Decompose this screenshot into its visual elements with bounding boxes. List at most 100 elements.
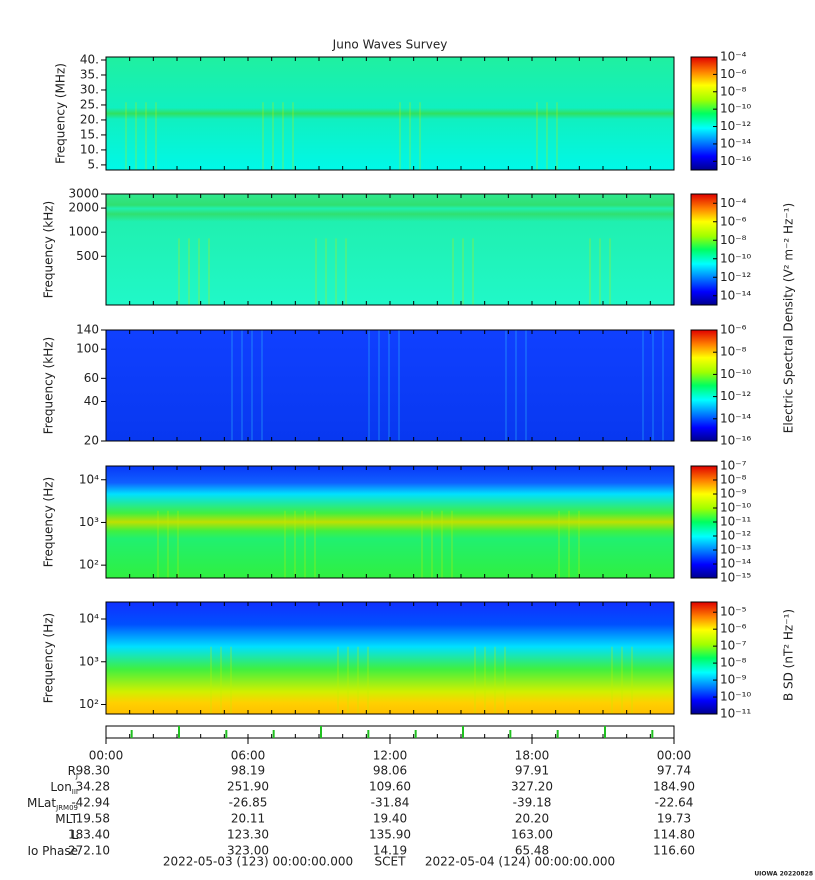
ephemeris-value: 97.91 bbox=[515, 764, 549, 778]
spectrogram-image bbox=[106, 194, 674, 305]
colorbar-tick-label: 10⁻¹⁰ bbox=[720, 690, 751, 704]
ephemeris-value: 65.48 bbox=[515, 844, 549, 858]
colorbar-tick-label: 10⁻¹⁶ bbox=[720, 434, 751, 448]
ephemeris-name: L bbox=[71, 828, 78, 842]
colorbar bbox=[690, 193, 718, 306]
ephemeris-value: 183.40 bbox=[68, 828, 110, 842]
ephemeris-subscript: III bbox=[72, 788, 78, 796]
y-axis-label: Frequency (Hz) bbox=[42, 613, 56, 704]
ephemeris-value: 251.90 bbox=[227, 780, 269, 794]
y-tick-label: 10⁴ bbox=[79, 472, 99, 486]
ephemeris-name: Lon bbox=[50, 780, 71, 794]
ephemeris-name: Io Phase bbox=[27, 844, 78, 858]
y-tick-label: 140 bbox=[76, 323, 99, 337]
y-tick-label: 5. bbox=[88, 157, 99, 171]
ephemeris-value: 98.06 bbox=[373, 764, 407, 778]
colorbar-tick-label: 10⁻¹⁵ bbox=[720, 571, 751, 585]
x-tick-label: 12:00 bbox=[373, 749, 408, 763]
ephemeris-value: -22.64 bbox=[655, 796, 694, 810]
ephemeris-value: 20.20 bbox=[515, 812, 549, 826]
colorbar-tick-label: 10⁻¹¹ bbox=[720, 515, 751, 529]
ephemeris-value: 163.00 bbox=[511, 828, 553, 842]
ephemeris-value: 323.00 bbox=[227, 844, 269, 858]
colorbar-tick-label: 10⁻⁵ bbox=[720, 605, 747, 619]
y-tick-label: 3000 bbox=[68, 187, 99, 201]
y-tick-label: 1000 bbox=[68, 225, 99, 239]
y-tick-label: 500 bbox=[76, 249, 99, 263]
ephemeris-value: -42.94 bbox=[71, 796, 110, 810]
ephemeris-label: L bbox=[71, 828, 78, 842]
ephemeris-name: MLat bbox=[27, 796, 56, 810]
colorbar-tick-label: 10⁻¹² bbox=[720, 529, 751, 543]
colorbar-tick-label: 10⁻⁷ bbox=[720, 459, 747, 473]
colorbar-label: Electric Spectral Density (V² m⁻² Hz⁻¹) bbox=[782, 203, 796, 433]
y-tick-label: 35. bbox=[80, 67, 99, 81]
colorbar-tick-label: 10⁻¹³ bbox=[720, 543, 751, 557]
y-tick-label: 60 bbox=[84, 371, 99, 385]
ephemeris-label: LonIII bbox=[50, 780, 78, 797]
y-tick-label: 10⁴ bbox=[79, 612, 99, 626]
x-tick-label: 06:00 bbox=[231, 749, 266, 763]
y-tick-label: 10³ bbox=[79, 515, 99, 529]
colorbar-tick-label: 10⁻⁶ bbox=[720, 214, 747, 228]
y-axis-label: Frequency (kHz) bbox=[42, 337, 56, 434]
colorbar-tick-label: 10⁻⁴ bbox=[720, 196, 747, 210]
ephemeris-label: RJ bbox=[68, 764, 78, 781]
colorbar-tick-label: 10⁻¹¹ bbox=[720, 707, 751, 721]
footer-end: 2022-05-04 (124) 00:00:00.000 bbox=[425, 855, 615, 869]
spectrogram-image bbox=[106, 57, 674, 170]
colorbar-tick-label: 10⁻⁸ bbox=[720, 233, 747, 247]
colorbar-tick-label: 10⁻⁶ bbox=[720, 323, 747, 337]
colorbar-tick-label: 10⁻⁴ bbox=[720, 50, 747, 64]
colorbar-tick-label: 10⁻¹⁴ bbox=[720, 288, 751, 302]
y-tick-label: 10² bbox=[79, 697, 99, 711]
colorbar-tick-label: 10⁻⁶ bbox=[720, 622, 747, 636]
ephemeris-value: 19.73 bbox=[657, 812, 691, 826]
y-tick-label: 40. bbox=[80, 52, 99, 66]
ephemeris-value: 98.19 bbox=[231, 764, 265, 778]
colorbar-tick-label: 10⁻⁸ bbox=[720, 656, 747, 670]
colorbar-tick-label: 10⁻⁶ bbox=[720, 67, 747, 81]
spectrogram-image bbox=[106, 602, 674, 714]
ephemeris-value: 123.30 bbox=[227, 828, 269, 842]
footer-stamp: UIOWA 20220828 bbox=[754, 871, 813, 878]
colorbar-tick-label: 10⁻¹⁰ bbox=[720, 501, 751, 515]
ephemeris-label: Io Phase bbox=[27, 844, 78, 858]
colorbar-tick-label: 10⁻¹² bbox=[720, 119, 751, 133]
colorbar-tick-label: 10⁻¹² bbox=[720, 270, 751, 284]
colorbar-tick-label: 10⁻¹⁴ bbox=[720, 136, 751, 150]
ephemeris-value: 14.19 bbox=[373, 844, 407, 858]
spectrogram-image bbox=[106, 466, 674, 578]
ephemeris-value: 97.74 bbox=[657, 764, 691, 778]
colorbar-tick-label: 10⁻¹⁰ bbox=[720, 251, 751, 265]
ephemeris-value: 184.90 bbox=[653, 780, 695, 794]
y-tick-label: 10. bbox=[80, 142, 99, 156]
colorbar bbox=[690, 56, 718, 171]
x-tick-label: 18:00 bbox=[515, 749, 550, 763]
y-tick-label: 20 bbox=[84, 434, 99, 448]
x-tick-label: 00:00 bbox=[657, 749, 692, 763]
colorbar-tick-label: 10⁻⁹ bbox=[720, 487, 747, 501]
ephemeris-value: 20.11 bbox=[231, 812, 265, 826]
footer-scet: SCET bbox=[375, 855, 407, 869]
y-tick-label: 20. bbox=[80, 112, 99, 126]
ephemeris-value: 116.60 bbox=[653, 844, 695, 858]
ephemeris-value: 109.60 bbox=[369, 780, 411, 794]
footer-start: 2022-05-03 (123) 00:00:00.000 bbox=[163, 855, 353, 869]
ephemeris-subscript: JRM09 bbox=[55, 804, 78, 812]
y-tick-label: 30. bbox=[80, 82, 99, 96]
spectrogram-image bbox=[106, 330, 674, 441]
plot-title: Juno Waves Survey bbox=[332, 38, 448, 52]
y-tick-label: 40 bbox=[84, 394, 99, 408]
ephemeris-value: 135.90 bbox=[369, 828, 411, 842]
ephemeris-label: MLT bbox=[55, 812, 78, 826]
ephemeris-subscript: J bbox=[75, 772, 78, 780]
ephemeris-value: -39.18 bbox=[513, 796, 552, 810]
colorbar-label: B SD (nT² Hz⁻¹) bbox=[782, 609, 796, 701]
ephemeris-value: -31.84 bbox=[371, 796, 410, 810]
y-tick-label: 100 bbox=[76, 342, 99, 356]
colorbar-tick-label: 10⁻¹⁰ bbox=[720, 102, 751, 116]
colorbar bbox=[690, 329, 718, 442]
y-axis-label: Frequency (Hz) bbox=[42, 477, 56, 568]
y-axis-label: Frequency (MHz) bbox=[54, 63, 68, 164]
